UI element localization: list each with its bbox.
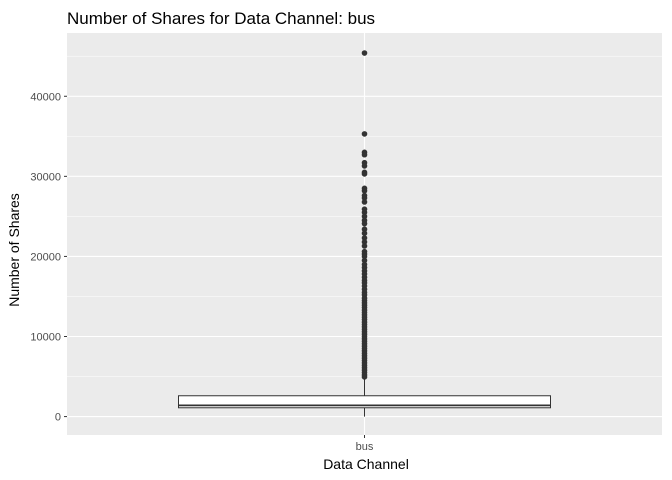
outlier-point [361,50,368,56]
x-axis-ticks: bus [356,435,374,453]
outlier-point [361,187,368,194]
outlier-point [361,163,368,169]
outlier-point [361,257,368,264]
y-axis-title: Number of Shares [6,193,22,307]
outlier-point [361,195,368,201]
outlier-point [361,209,368,216]
outlier-point [361,239,368,245]
y-tick-label: 0 [55,412,61,424]
outlier-points [361,50,368,380]
outlier-point [361,226,368,232]
boxplot-bus [178,377,551,417]
y-tick-label: 40000 [30,91,61,103]
y-tick-label: 20000 [30,251,61,263]
outlier-point [361,131,368,137]
x-axis-title: Data Channel [323,456,409,472]
outlier-point [361,374,368,380]
outlier-point [361,220,368,227]
outlier-point [361,151,368,158]
outlier-point [361,235,368,241]
outlier-point [361,253,368,260]
outlier-point [361,243,368,249]
outlier-point [361,171,368,177]
chart-title: Number of Shares for Data Channel: bus [67,9,375,28]
y-tick-label: 30000 [30,171,61,183]
outlier-point [361,213,368,220]
outlier-point [361,230,368,236]
x-tick-label: bus [356,441,374,453]
y-tick-label: 10000 [30,332,61,344]
y-axis-ticks: 0 10000 20000 30000 40000 [30,91,67,424]
outlier-point [361,199,368,205]
